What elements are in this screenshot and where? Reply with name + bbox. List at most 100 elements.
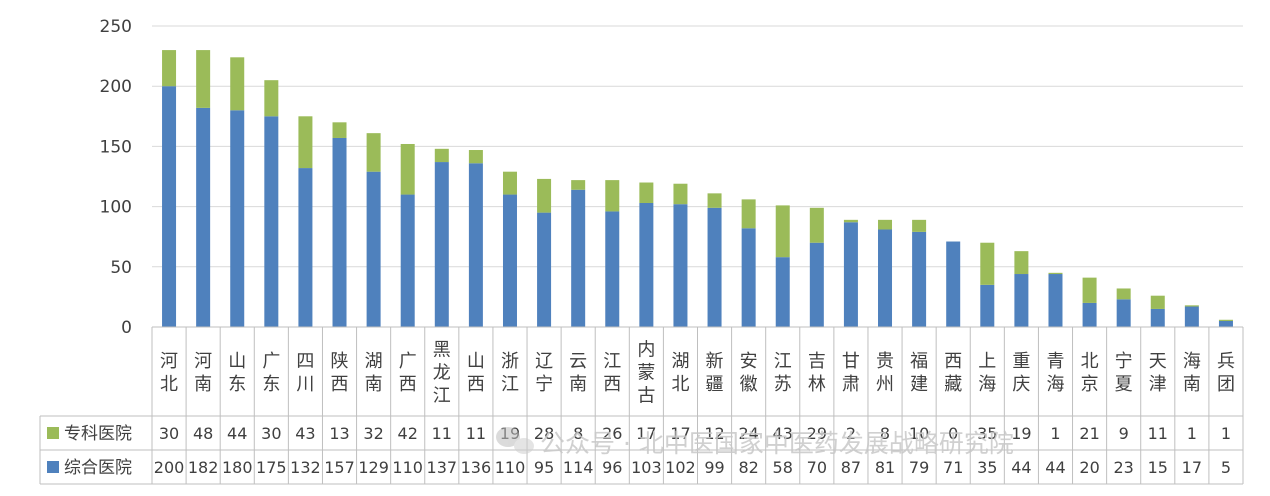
table-cell-value: 110 (392, 458, 423, 477)
table-cell-value: 11 (432, 424, 452, 443)
bar-specialty-hospital (809, 207, 824, 243)
bar-specialty-hospital (162, 50, 177, 87)
table-cell-value: 48 (193, 424, 213, 443)
category-label: 西藏 (944, 351, 962, 395)
legend-specialty-hospital-swatch (47, 427, 59, 439)
bar-general-hospital (707, 207, 722, 327)
bar-specialty-hospital (741, 199, 756, 229)
bar-general-hospital (434, 162, 449, 327)
bar-specialty-hospital (298, 116, 313, 169)
bar-general-hospital (298, 168, 313, 327)
bar-specialty-hospital (196, 50, 211, 108)
table-cell-value: 8 (573, 424, 583, 443)
bar-general-hospital (775, 257, 790, 327)
bar-general-hospital (196, 107, 211, 327)
table-cell-value: 180 (222, 458, 253, 477)
table-cell-value: 71 (943, 458, 963, 477)
bar-general-hospital (1150, 308, 1165, 327)
gridlines (152, 25, 1243, 268)
table-cell-value: 29 (807, 424, 827, 443)
bar-specialty-hospital (366, 133, 381, 172)
table-cell-value: 58 (773, 458, 793, 477)
table-cell-value: 8 (880, 424, 890, 443)
bar-specialty-hospital (1184, 305, 1199, 307)
y-tick-label: 100 (100, 198, 132, 218)
y-tick-label: 50 (110, 258, 132, 278)
category-label: 天津 (1149, 351, 1167, 395)
table-cell-value: 99 (704, 458, 724, 477)
bar-general-hospital (230, 110, 245, 327)
category-label: 广东 (262, 351, 280, 395)
table-cell-value: 17 (1182, 458, 1202, 477)
bar-general-hospital (468, 163, 483, 327)
bar-specialty-hospital (400, 143, 415, 195)
bar-general-hospital (332, 137, 347, 327)
table-cell-value: 102 (665, 458, 696, 477)
bar-specialty-hospital (673, 183, 688, 205)
table-cell-value: 129 (358, 458, 389, 477)
wechat-icon (496, 427, 534, 454)
bar-specialty-hospital (1048, 272, 1063, 275)
table-cell-value: 95 (534, 458, 554, 477)
category-label: 黑龙江 (433, 340, 451, 407)
table-cell-value: 0 (948, 424, 958, 443)
bar-specialty-hospital (775, 205, 790, 258)
bar-general-hospital (502, 194, 517, 327)
category-label: 湖北 (671, 351, 689, 395)
table-cell-value: 110 (495, 458, 526, 477)
table-cell-value: 26 (602, 424, 622, 443)
bar-specialty-hospital (912, 219, 927, 232)
table-cell-value: 35 (977, 424, 997, 443)
bar-general-hospital (1014, 274, 1029, 327)
bar-general-hospital (366, 171, 381, 327)
table-cell-value: 43 (295, 424, 315, 443)
table-cell-value: 32 (363, 424, 383, 443)
category-label: 宁夏 (1115, 351, 1133, 395)
watermark-text: 公众号 · 北中医国家中医药发展战略研究院 (540, 429, 1014, 458)
category-label: 山西 (467, 351, 485, 395)
table-cell-value: 137 (427, 458, 458, 477)
bar-general-hospital (912, 231, 927, 327)
table-cell-value: 30 (159, 424, 179, 443)
table-cell-value: 82 (738, 458, 758, 477)
bar-general-hospital (673, 204, 688, 327)
table-cell-value: 12 (704, 424, 724, 443)
category-label: 陕西 (331, 351, 349, 395)
category-label: 湖南 (365, 351, 383, 395)
table-cell-value: 1 (1187, 424, 1197, 443)
bar-specialty-hospital (1014, 251, 1029, 275)
category-label: 甘肃 (842, 351, 860, 395)
table-cell-value: 9 (1119, 424, 1129, 443)
table-cell-value: 35 (977, 458, 997, 477)
bar-specialty-hospital (502, 171, 517, 195)
bar-general-hospital (809, 242, 824, 327)
category-label: 四川 (296, 351, 314, 395)
bar-specialty-hospital (571, 180, 586, 190)
bar-general-hospital (264, 116, 279, 327)
table-cell-value: 44 (1011, 458, 1031, 477)
category-label: 安徽 (740, 351, 758, 395)
bar-general-hospital (1184, 306, 1199, 327)
table-cell-value: 5 (1221, 458, 1231, 477)
table-cell-value: 20 (1079, 458, 1099, 477)
table-cell-value: 44 (227, 424, 247, 443)
y-tick-label: 0 (121, 318, 132, 338)
table-cell-value: 114 (563, 458, 594, 477)
table-cell-value: 24 (738, 424, 758, 443)
bar-general-hospital (843, 222, 858, 327)
bar-specialty-hospital (980, 242, 995, 285)
table-cell-value: 13 (329, 424, 349, 443)
y-tick-label: 200 (100, 77, 132, 97)
category-label: 上海 (978, 351, 996, 395)
table-cell-value: 96 (602, 458, 622, 477)
bar-specialty-hospital (434, 148, 449, 163)
category-label: 北京 (1081, 351, 1099, 395)
bar-specialty-hospital (332, 122, 347, 138)
table-cell-value: 42 (398, 424, 418, 443)
bar-specialty-hospital (230, 57, 245, 111)
table-cell-value: 81 (875, 458, 895, 477)
table-cell-value: 136 (461, 458, 492, 477)
bar-specialty-hospital (1082, 277, 1097, 303)
category-label: 河南 (194, 351, 212, 395)
